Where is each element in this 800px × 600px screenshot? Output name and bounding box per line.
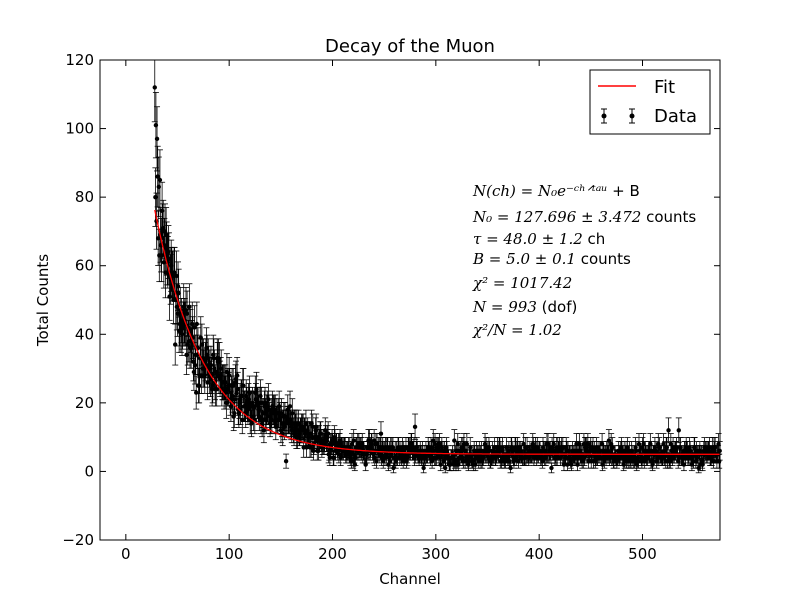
- y-tick-label: 0: [84, 462, 94, 480]
- data-point: [675, 417, 682, 444]
- data-point: [649, 458, 656, 472]
- axes-frame: [99, 59, 721, 541]
- annotation-line-5: χ² = 1017.42: [472, 274, 572, 292]
- annotation-line-4: B = 5.0 ± 0.1 counts: [472, 250, 631, 268]
- legend-data-swatch: [601, 108, 635, 124]
- annotation-line-1: N(ch) = N₀e⁻ᶜʰᐟᵗᵃᵘ + B: [472, 182, 640, 200]
- data-point: [281, 402, 288, 432]
- data-point: [172, 323, 179, 366]
- data-point: [336, 433, 343, 455]
- y-tick-label: 80: [75, 188, 94, 206]
- data-point: [260, 417, 267, 444]
- data-point: [437, 458, 444, 472]
- legend-data-label: Data: [654, 106, 697, 127]
- data-point: [548, 462, 555, 474]
- x-axis-label: Channel: [379, 570, 441, 588]
- data-point: [563, 437, 570, 458]
- x-tick-label: 500: [628, 545, 657, 563]
- y-axis-label: Total Counts: [34, 254, 52, 347]
- data-point: [248, 409, 255, 438]
- y-tick-label: 100: [65, 120, 94, 138]
- data-layer: [151, 60, 723, 474]
- y-tick-label: 120: [65, 51, 94, 69]
- x-tick-label: 200: [318, 545, 347, 563]
- x-tick-label: 100: [215, 545, 244, 563]
- data-point: [283, 453, 290, 469]
- annotation-line-7: χ²/N = 1.02: [472, 321, 562, 339]
- legend: Fit Data: [589, 69, 711, 135]
- x-tick-label: 0: [121, 545, 131, 563]
- annotation-line-6: N = 993 (dof): [472, 298, 577, 316]
- data-point: [609, 437, 616, 458]
- x-tick-label: 300: [422, 545, 451, 563]
- y-tick-label: −20: [62, 531, 94, 549]
- data-point: [173, 250, 180, 302]
- chart-title: Decay of the Muon: [325, 36, 495, 57]
- y-tick-label: 40: [75, 325, 94, 343]
- ticks-layer: 0 100 200 300 400 500 −20 0 20 40 60 80 100 120: [62, 51, 720, 563]
- annotation-line-2: N₀ = 127.696 ± 3.472 counts: [472, 208, 696, 226]
- y-tick-label: 60: [75, 257, 94, 275]
- annotation-line-3: τ = 48.0 ± 1.2 ch: [473, 230, 605, 248]
- data-point: [324, 425, 331, 450]
- data-point: [156, 149, 163, 211]
- fit-layer: [154, 209, 720, 455]
- fit-curve: [154, 209, 720, 455]
- fit-parameters-annotation: N(ch) = N₀e⁻ᶜʰᐟᵗᵃᵘ + B N₀ = 127.696 ± 3.…: [472, 182, 696, 339]
- x-tick-label: 400: [525, 545, 554, 563]
- y-tick-label: 20: [75, 394, 94, 412]
- data-point: [412, 413, 419, 441]
- legend-box: [589, 69, 711, 135]
- data-point: [310, 441, 317, 461]
- data-point: [648, 441, 655, 461]
- legend-fit-label: Fit: [654, 77, 675, 98]
- data-point: [203, 327, 210, 369]
